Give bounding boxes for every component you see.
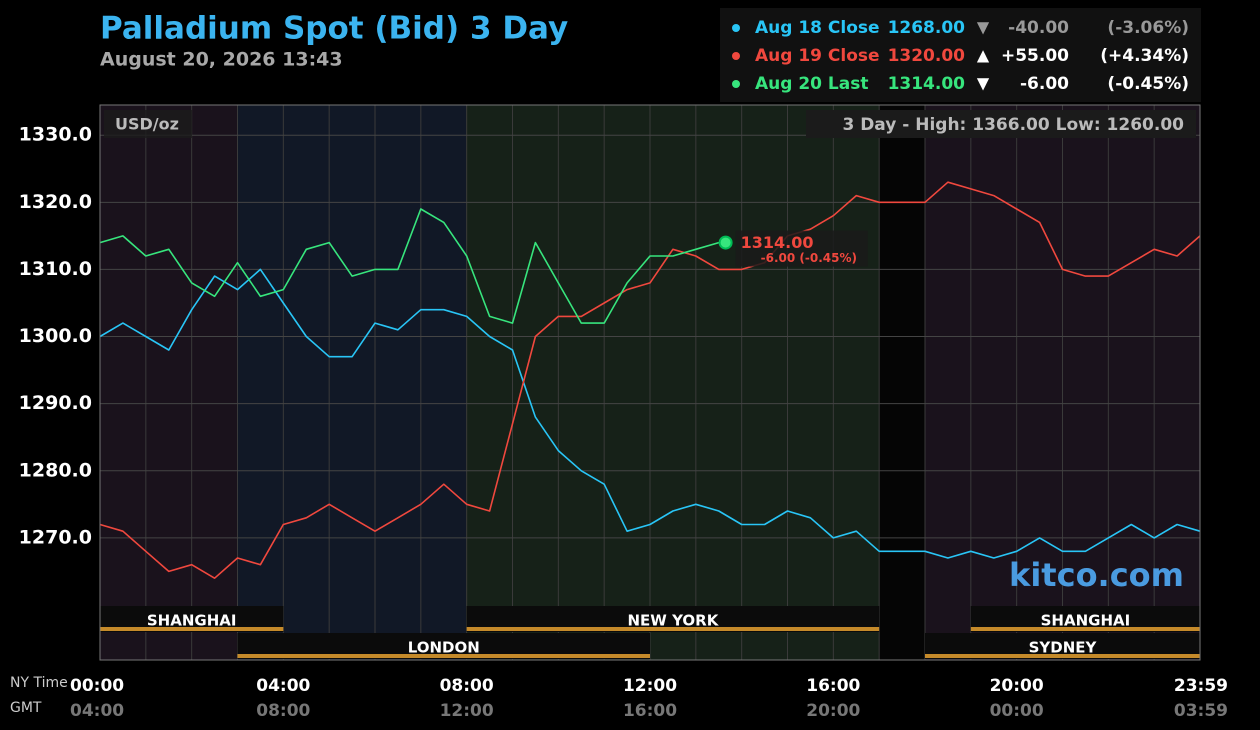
series-line	[99, 181, 1201, 579]
legend-last: 1314.00	[888, 74, 966, 94]
annotation-value: 1314.00	[741, 233, 814, 252]
y-tick-label: 1270.0	[19, 526, 92, 548]
x2-tick-label: 16:00	[623, 701, 677, 721]
session-label: SHANGHAI	[1041, 612, 1131, 630]
annotation-box	[735, 230, 868, 267]
x2-tick-label: 03:59	[1174, 701, 1228, 721]
shade-london	[237, 105, 466, 660]
y-tick-label: 1310.0	[19, 258, 92, 280]
legend-change-pct: (-3.06%)	[1107, 18, 1189, 38]
session-line	[466, 627, 880, 631]
x2-tick-label: 12:00	[440, 701, 494, 721]
session-label: SHANGHAI	[147, 612, 237, 630]
session-label: SYDNEY	[1029, 639, 1098, 657]
legend-box	[720, 8, 1201, 102]
lines: 1314.00-6.00 (-0.45%)	[99, 181, 1201, 579]
x-tick-label: 20:00	[990, 676, 1044, 696]
unit-box	[104, 110, 192, 138]
sessions: SHANGHAI NEW YORK SHANGHAI LONDON SYDNEY	[100, 606, 1200, 659]
y-tick-label: 1290.0	[19, 392, 92, 414]
legend-change: -40.00	[1008, 18, 1069, 38]
x2-tick-label: 04:00	[70, 701, 124, 721]
y-tick-label: 1320.0	[19, 191, 92, 213]
session-line	[237, 654, 650, 658]
x-tick-label: 23:59	[1174, 676, 1228, 696]
watermark: kitco.com	[1009, 556, 1184, 594]
legend-arrow: ▼	[977, 74, 990, 93]
session-line	[970, 627, 1200, 631]
y-tick-label: 1330.0	[19, 124, 92, 146]
range-label: 3 Day - High: 1366.00 Low: 1260.00	[842, 115, 1184, 135]
session-line	[100, 627, 284, 631]
legend-name: Aug 18 Close	[755, 18, 880, 38]
x2-axis-label: GMT	[10, 700, 42, 716]
range-box	[806, 110, 1196, 138]
x-tick-label: 00:00	[70, 676, 124, 696]
x2-tick-label: 20:00	[806, 701, 860, 721]
y-tick-label: 1280.0	[19, 459, 92, 481]
legend-arrow: ▼	[977, 18, 990, 37]
session-line	[925, 654, 1200, 658]
y-tick-label: 1300.0	[19, 325, 92, 347]
x2-tick-label: 08:00	[256, 701, 310, 721]
x-tick-label: 08:00	[440, 676, 494, 696]
legend: Aug 18 Close 1268.00 ▼ -40.00 (-3.06%) Aug 19…	[732, 18, 1189, 94]
legend-name: Aug 20 Last	[755, 74, 868, 94]
annotation-change: -6.00 (-0.45%)	[761, 251, 857, 265]
legend-dot	[732, 24, 740, 32]
x-tick-label: 16:00	[806, 676, 860, 696]
unit-label: USD/oz	[115, 115, 179, 134]
x-axis-label: NY Time	[10, 675, 68, 691]
chart-title: Palladium Spot (Bid) 3 Day	[100, 11, 568, 47]
x-tick-label: 04:00	[256, 676, 310, 696]
legend-change: +55.00	[1001, 46, 1069, 66]
x-tick-label: 12:00	[623, 676, 677, 696]
legend-last: 1268.00	[888, 18, 966, 38]
legend-change-pct: (+4.34%)	[1100, 46, 1189, 66]
legend-arrow: ▲	[977, 46, 990, 65]
subtitle: August 20, 2026 13:43	[100, 49, 343, 71]
session-label: NEW YORK	[628, 612, 720, 630]
plot-border	[99, 104, 1201, 661]
shade-closed	[879, 105, 925, 660]
legend-change: -6.00	[1020, 74, 1069, 94]
grid	[100, 105, 1200, 660]
legend-last: 1320.00	[888, 46, 966, 66]
x2-tick-label: 00:00	[990, 701, 1044, 721]
shade-newyork	[466, 105, 879, 660]
legend-dot	[732, 52, 740, 60]
legend-dot	[732, 80, 740, 88]
session-label: LONDON	[408, 639, 480, 657]
legend-name: Aug 19 Close	[755, 46, 880, 66]
series-line	[99, 268, 1201, 559]
shade-asia	[100, 105, 237, 660]
last-point	[718, 235, 733, 250]
series-line	[99, 208, 720, 324]
legend-change-pct: (-0.45%)	[1107, 74, 1189, 94]
